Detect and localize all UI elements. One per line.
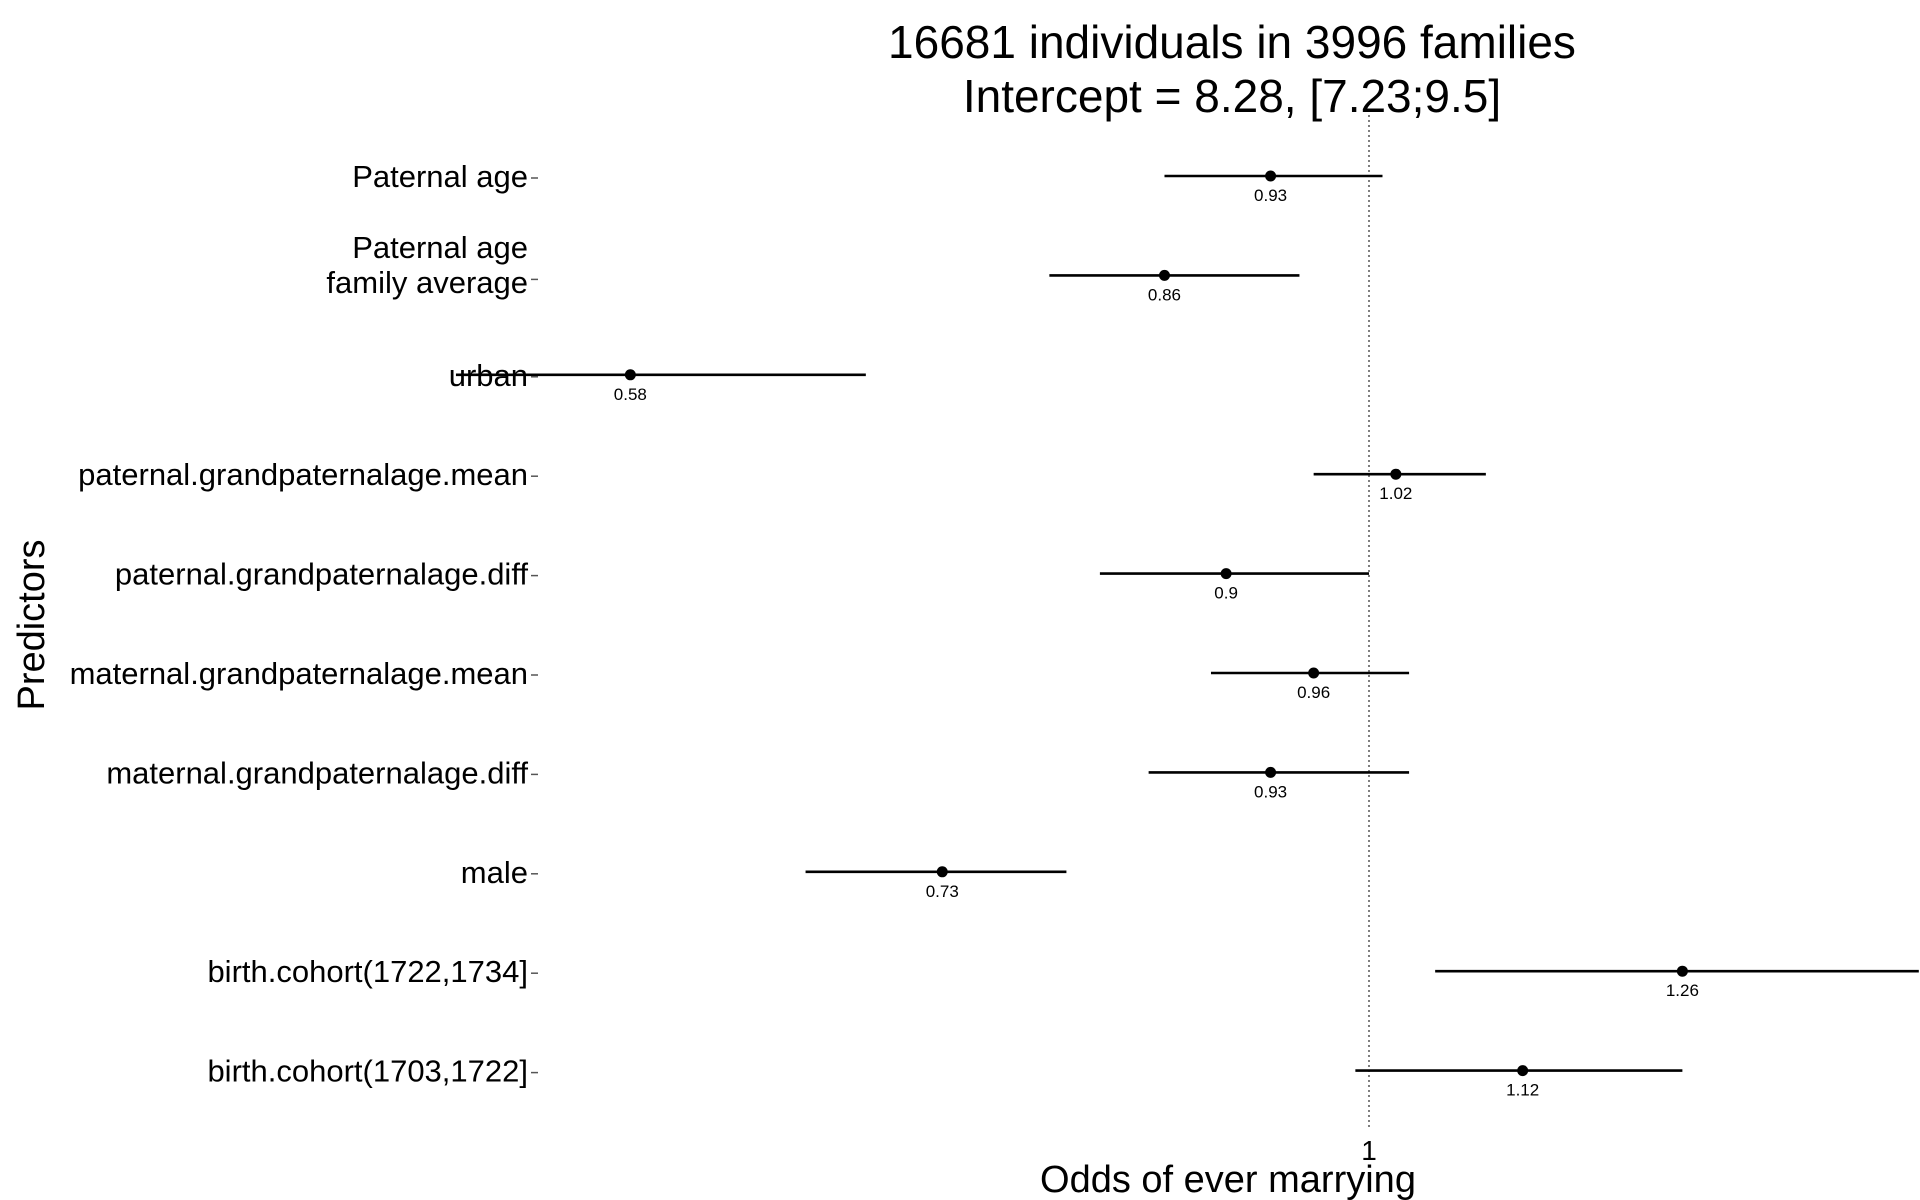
predictor-label: birth.cohort(1722,1734]	[207, 954, 528, 989]
predictor-label: paternal.grandpaternalage.mean	[78, 457, 528, 492]
predictor-label: paternal.grandpaternalage.diff	[115, 557, 528, 592]
estimate-point	[1517, 1065, 1529, 1077]
estimate-value-label: 1.26	[1666, 981, 1699, 1000]
estimate-point	[1158, 269, 1170, 281]
predictor-label: Paternal age	[352, 230, 528, 265]
x-tick-label: 1	[1361, 1135, 1377, 1166]
estimate-point	[1265, 766, 1277, 778]
estimate-point	[936, 866, 948, 878]
predictor-label: male	[461, 855, 528, 890]
estimate-value-label: 0.93	[1254, 782, 1287, 801]
predictor-label: family average	[326, 265, 528, 300]
chart-title-line-1: 16681 individuals in 3996 families	[888, 16, 1576, 68]
predictor-row: paternal.grandpaternalage.diff 0.9	[115, 557, 1369, 603]
predictor-label: maternal.grandpaternalage.diff	[106, 755, 528, 790]
x-axis-ticks: 1	[1361, 1135, 1377, 1166]
predictor-label: maternal.grandpaternalage.mean	[70, 656, 528, 691]
chart-title-line-2: Intercept = 8.28, [7.23;9.5]	[963, 70, 1501, 122]
predictor-row: maternal.grandpaternalage.diff 0.93	[106, 755, 1410, 801]
predictor-row: Paternal age 0.93	[352, 159, 1383, 205]
predictor-label: birth.cohort(1703,1722]	[207, 1054, 528, 1089]
y-axis-title: Predictors	[11, 539, 53, 710]
estimate-point	[1308, 667, 1320, 679]
estimate-value-label: 1.12	[1506, 1081, 1539, 1100]
estimate-value-label: 1.02	[1379, 484, 1412, 503]
predictor-row: maternal.grandpaternalage.mean 0.96	[70, 656, 1410, 702]
predictor-row: male 0.73	[461, 855, 1067, 901]
predictor-label: Paternal age	[352, 159, 528, 194]
estimate-value-label: 0.58	[614, 385, 647, 404]
estimate-value-label: 0.73	[926, 882, 959, 901]
x-axis-title: Odds of ever marrying	[1040, 1159, 1416, 1200]
estimate-value-label: 0.9	[1214, 584, 1238, 603]
estimate-point	[1390, 468, 1402, 480]
estimate-point	[1220, 568, 1232, 580]
estimate-value-label: 0.93	[1254, 186, 1287, 205]
estimate-value-label: 0.96	[1297, 683, 1330, 702]
predictor-row: birth.cohort(1703,1722] 1.12	[207, 1054, 1683, 1100]
estimate-point	[1265, 170, 1277, 182]
estimate-value-label: 0.86	[1148, 285, 1181, 304]
predictor-row: paternal.grandpaternalage.mean 1.02	[78, 457, 1486, 503]
estimate-point	[624, 369, 636, 381]
chart-title: 16681 individuals in 3996 familiesInterc…	[888, 16, 1576, 122]
predictor-row: birth.cohort(1722,1734] 1.26	[207, 954, 1919, 1000]
estimate-point	[1676, 965, 1688, 977]
